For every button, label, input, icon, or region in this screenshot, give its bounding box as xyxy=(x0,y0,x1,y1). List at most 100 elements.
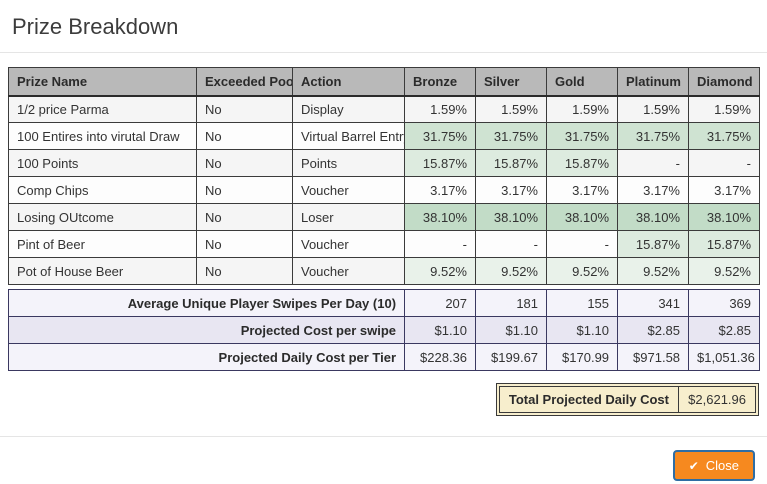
diamond-summary-cell: 369 xyxy=(688,289,761,317)
diamond-summary-cell: $1,051.36 xyxy=(688,343,761,371)
col-header-prize-name: Prize Name xyxy=(8,67,197,97)
diamond-cell: 9.52% xyxy=(688,257,760,285)
gold-cell: 1.59% xyxy=(546,95,618,123)
platinum-cell: 38.10% xyxy=(617,203,689,231)
modal-header: Prize Breakdown xyxy=(0,0,767,53)
action-cell: Voucher xyxy=(292,176,405,204)
gold-cell: 31.75% xyxy=(546,122,618,150)
check-icon: ✔ xyxy=(688,458,699,473)
platinum-summary-cell: $971.58 xyxy=(617,343,690,371)
col-header-exceeded-pool: Exceeded Pool xyxy=(196,67,293,97)
total-value: $2,621.96 xyxy=(688,392,746,407)
projection-summary-table: Average Unique Player Swipes Per Day (10… xyxy=(7,289,761,371)
summary-row: Projected Cost per swipe $1.10 $1.10 $1.… xyxy=(7,316,761,344)
table-row: 100 Entires into virutal Draw No Virtual… xyxy=(8,122,760,150)
silver-summary-cell: $199.67 xyxy=(475,343,548,371)
bronze-cell: 9.52% xyxy=(404,257,476,285)
platinum-cell: 3.17% xyxy=(617,176,689,204)
gold-cell: 3.17% xyxy=(546,176,618,204)
gold-cell: 15.87% xyxy=(546,149,618,177)
diamond-cell: - xyxy=(688,149,760,177)
bronze-cell: - xyxy=(404,230,476,258)
page-title: Prize Breakdown xyxy=(12,14,179,39)
gold-summary-cell: $170.99 xyxy=(546,343,619,371)
gold-cell: 38.10% xyxy=(546,203,618,231)
exceeded-pool-cell: No xyxy=(196,257,293,285)
prize-name-cell: Losing OUtcome xyxy=(8,203,197,231)
silver-cell: 38.10% xyxy=(475,203,547,231)
bronze-cell: 38.10% xyxy=(404,203,476,231)
bronze-cell: 1.59% xyxy=(404,95,476,123)
exceeded-pool-cell: No xyxy=(196,203,293,231)
table-row: Pint of Beer No Voucher - - - 15.87% 15.… xyxy=(8,230,760,258)
silver-summary-cell: 181 xyxy=(475,289,548,317)
summary-row: Average Unique Player Swipes Per Day (10… xyxy=(7,289,761,317)
total-row: Total Projected Daily Cost $2,621.96 xyxy=(8,383,759,416)
action-cell: Points xyxy=(292,149,405,177)
col-header-diamond: Diamond xyxy=(688,67,760,97)
action-cell: Voucher xyxy=(292,230,405,258)
col-header-gold: Gold xyxy=(546,67,618,97)
gold-summary-cell: $1.10 xyxy=(546,316,619,344)
prize-name-cell: 100 Points xyxy=(8,149,197,177)
table-row: 1/2 price Parma No Display 1.59% 1.59% 1… xyxy=(8,95,760,123)
platinum-cell: 15.87% xyxy=(617,230,689,258)
close-button-label: Close xyxy=(705,458,739,473)
exceeded-pool-cell: No xyxy=(196,95,293,123)
prize-name-cell: 1/2 price Parma xyxy=(8,95,197,123)
gold-summary-cell: 155 xyxy=(546,289,619,317)
diamond-cell: 15.87% xyxy=(688,230,760,258)
platinum-cell: 31.75% xyxy=(617,122,689,150)
table-row: 100 Points No Points 15.87% 15.87% 15.87… xyxy=(8,149,760,177)
total-label: Total Projected Daily Cost xyxy=(500,387,679,412)
col-header-bronze: Bronze xyxy=(404,67,476,97)
summary-row-label: Projected Daily Cost per Tier xyxy=(7,343,406,371)
silver-cell: 3.17% xyxy=(475,176,547,204)
summary-row-label: Average Unique Player Swipes Per Day (10… xyxy=(7,289,406,317)
diamond-cell: 31.75% xyxy=(688,122,760,150)
silver-cell: - xyxy=(475,230,547,258)
summary-row-label: Projected Cost per swipe xyxy=(7,316,406,344)
gold-cell: - xyxy=(546,230,618,258)
silver-summary-cell: $1.10 xyxy=(475,316,548,344)
action-cell: Voucher xyxy=(292,257,405,285)
prize-name-cell: 100 Entires into virutal Draw xyxy=(8,122,197,150)
total-box: Total Projected Daily Cost $2,621.96 xyxy=(495,383,759,416)
bronze-cell: 3.17% xyxy=(404,176,476,204)
exceeded-pool-cell: No xyxy=(196,176,293,204)
diamond-cell: 1.59% xyxy=(688,95,760,123)
silver-cell: 15.87% xyxy=(475,149,547,177)
exceeded-pool-cell: No xyxy=(196,230,293,258)
prize-breakdown-table: Prize Name Exceeded Pool Action Bronze S… xyxy=(8,67,760,285)
col-header-platinum: Platinum xyxy=(617,67,689,97)
table-row: Losing OUtcome No Loser 38.10% 38.10% 38… xyxy=(8,203,760,231)
bronze-summary-cell: $1.10 xyxy=(404,316,477,344)
modal-body: Prize Name Exceeded Pool Action Bronze S… xyxy=(0,53,767,371)
diamond-cell: 38.10% xyxy=(688,203,760,231)
table-row: Comp Chips No Voucher 3.17% 3.17% 3.17% … xyxy=(8,176,760,204)
close-button[interactable]: ✔ Close xyxy=(672,450,755,481)
silver-cell: 31.75% xyxy=(475,122,547,150)
platinum-summary-cell: 341 xyxy=(617,289,690,317)
diamond-cell: 3.17% xyxy=(688,176,760,204)
summary-row: Projected Daily Cost per Tier $228.36 $1… xyxy=(7,343,761,371)
platinum-summary-cell: $2.85 xyxy=(617,316,690,344)
diamond-summary-cell: $2.85 xyxy=(688,316,761,344)
table-header-row: Prize Name Exceeded Pool Action Bronze S… xyxy=(8,67,760,97)
action-cell: Display xyxy=(292,95,405,123)
exceeded-pool-cell: No xyxy=(196,122,293,150)
bronze-cell: 31.75% xyxy=(404,122,476,150)
prize-name-cell: Pot of House Beer xyxy=(8,257,197,285)
silver-cell: 9.52% xyxy=(475,257,547,285)
gold-cell: 9.52% xyxy=(546,257,618,285)
platinum-cell: 1.59% xyxy=(617,95,689,123)
silver-cell: 1.59% xyxy=(475,95,547,123)
prize-name-cell: Comp Chips xyxy=(8,176,197,204)
col-header-action: Action xyxy=(292,67,405,97)
platinum-cell: - xyxy=(617,149,689,177)
col-header-silver: Silver xyxy=(475,67,547,97)
action-cell: Virtual Barrel Entry xyxy=(292,122,405,150)
modal-footer: ✔ Close xyxy=(0,436,767,484)
bronze-cell: 15.87% xyxy=(404,149,476,177)
bronze-summary-cell: 207 xyxy=(404,289,477,317)
